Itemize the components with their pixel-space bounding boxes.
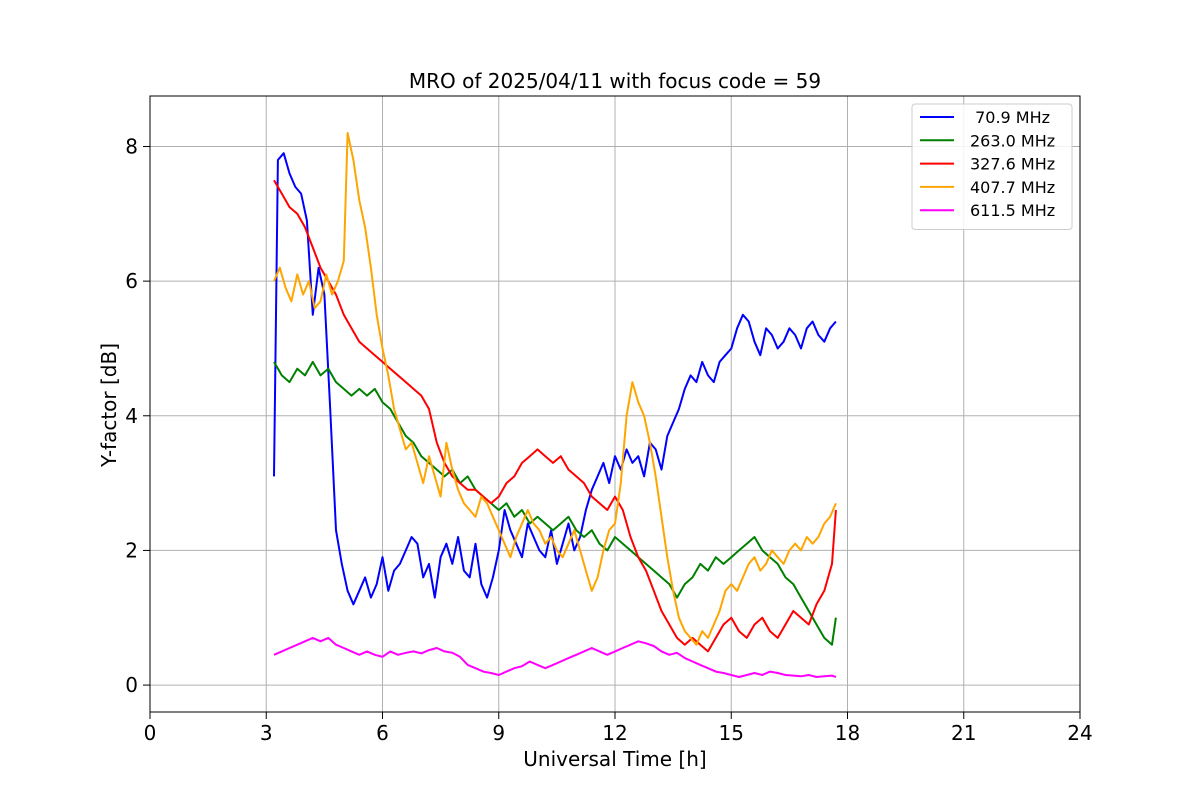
x-tick-label: 6 <box>376 721 389 745</box>
x-axis-ticks: 0 3 6 9 12 15 18 21 24 <box>144 712 1093 745</box>
x-tick-label: 9 <box>492 721 505 745</box>
legend-box <box>911 103 1073 230</box>
x-tick-label: 12 <box>602 721 627 745</box>
plot-series <box>273 132 837 678</box>
legend-label: 327.6 MHz <box>970 155 1055 174</box>
series-line-3 <box>273 132 837 646</box>
x-axis-label: Universal Time [h] <box>523 747 706 771</box>
y-tick-label: 8 <box>125 134 138 158</box>
grid <box>150 96 1080 712</box>
x-tick-label: 15 <box>719 721 744 745</box>
series-line-1 <box>273 360 837 646</box>
legend-label: 611.5 MHz <box>970 201 1055 220</box>
legend-label: 263.0 MHz <box>970 131 1055 150</box>
y-axis-label: Y-factor [dB] <box>97 343 121 468</box>
x-tick-label: 3 <box>260 721 273 745</box>
y-tick-label: 0 <box>125 673 138 697</box>
x-tick-label: 0 <box>144 721 157 745</box>
series-line-0 <box>273 152 837 606</box>
y-tick-label: 4 <box>125 404 138 428</box>
legend-label: 407.7 MHz <box>970 178 1055 197</box>
y-tick-label: 2 <box>125 538 138 562</box>
series-line-2 <box>273 179 837 653</box>
legend: 70.9 MHz 263.0 MHz 327.6 MHz 407.7 MHz 611.5… <box>911 103 1073 230</box>
x-tick-label: 18 <box>835 721 860 745</box>
legend-label: 70.9 MHz <box>970 108 1050 127</box>
chart-title: MRO of 2025/04/11 with focus code = 59 <box>409 69 821 93</box>
x-tick-label: 24 <box>1067 721 1092 745</box>
x-tick-label: 21 <box>951 721 976 745</box>
series-line-4 <box>273 636 837 678</box>
y-axis-ticks: 0 2 4 6 8 <box>125 134 150 697</box>
y-tick-label: 6 <box>125 269 138 293</box>
